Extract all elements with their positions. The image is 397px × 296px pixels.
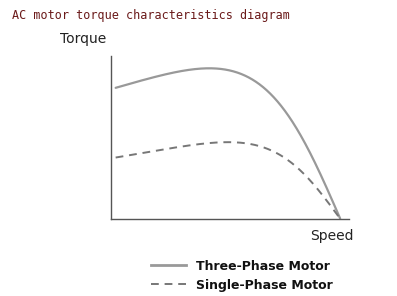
Legend: Three-Phase Motor, Single-Phase Motor: Three-Phase Motor, Single-Phase Motor xyxy=(146,255,338,296)
Text: Torque: Torque xyxy=(60,33,106,46)
Text: AC motor torque characteristics diagram: AC motor torque characteristics diagram xyxy=(12,9,290,22)
Text: Speed: Speed xyxy=(310,229,354,243)
